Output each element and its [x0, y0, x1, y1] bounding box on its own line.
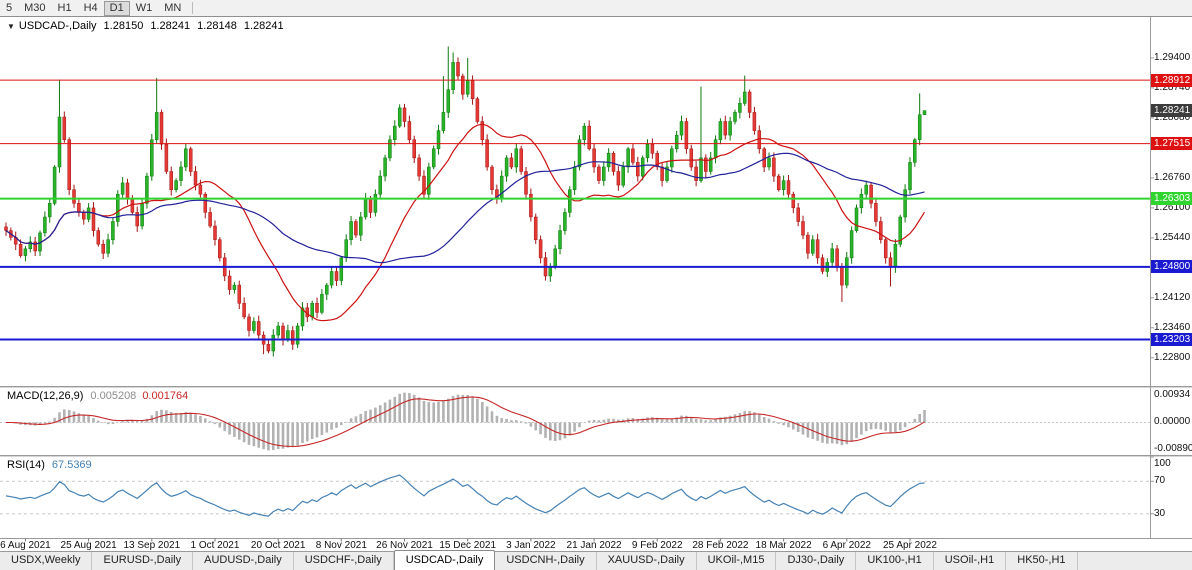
date-axis-label: 8 Nov 2021: [315, 540, 367, 551]
rsi-axis-label: 30: [1154, 507, 1166, 519]
tab-usdchf-daily[interactable]: USDCHF-,Daily: [294, 552, 394, 570]
price-axis-label: 1.23460: [1154, 321, 1191, 333]
ohlc-close: 1.28241: [243, 20, 284, 32]
chart-frame: [0, 17, 1192, 542]
macd-signal-value: 0.001764: [142, 390, 189, 402]
macd-signal-line: [6, 396, 925, 448]
macd-axis-label: 0.00000: [1154, 416, 1191, 428]
tab-usdcnh-daily[interactable]: USDCNH-,Daily: [495, 552, 597, 570]
tab-ukoil-m15[interactable]: UKOil-,M15: [697, 552, 777, 570]
rsi-value: 67.5369: [51, 459, 92, 471]
price-level-tag: 1.26303: [1151, 192, 1192, 206]
price-level-tag: 1.28912: [1151, 73, 1192, 87]
timeframe-button-h4[interactable]: H4: [83, 1, 98, 14]
date-axis-label: 18 Mar 2022: [755, 540, 812, 551]
date-axis-label: 28 Feb 2022: [692, 540, 749, 551]
rsi-line: [5, 474, 925, 517]
tab-hk50-h1[interactable]: HK50-,H1: [1006, 552, 1078, 570]
tab-eurusd-daily[interactable]: EURUSD-,Daily: [92, 552, 194, 570]
tab-audusd-daily[interactable]: AUDUSD-,Daily: [193, 552, 294, 570]
toolbar-separator: [192, 2, 194, 14]
macd-axis-label: 0.00934: [1154, 389, 1191, 400]
date-axis-label: 6 Apr 2022: [822, 540, 871, 551]
tab-usdcad-daily[interactable]: USDCAD-,Daily: [393, 550, 496, 570]
tab-uk100-h1[interactable]: UK100-,H1: [856, 552, 934, 570]
levels-layer[interactable]: [0, 79, 1150, 341]
current-price-tag: 1.28241: [1151, 104, 1192, 118]
ma-slow-line: [5, 152, 925, 264]
ohlc-high: 1.28241: [150, 20, 191, 32]
candles-layer: [4, 46, 927, 357]
date-axis-label: 3 Jan 2022: [506, 540, 556, 551]
price-level-tag: 1.23203: [1151, 333, 1192, 346]
price-axis-label: 1.24120: [1154, 291, 1191, 303]
timeframe-button-w1[interactable]: W1: [135, 1, 153, 14]
tab-usdx-weekly[interactable]: USDX,Weekly: [0, 552, 93, 570]
chart-symbol-label: USDCAD-,Daily: [18, 20, 97, 32]
date-axis-label: 6 Aug 2021: [0, 540, 51, 551]
price-axis-label: 1.29400: [1154, 51, 1191, 63]
tab-xauusd-daily[interactable]: XAUUSD-,Daily: [597, 552, 697, 570]
chart-dropdown-icon[interactable]: ▼: [7, 22, 15, 31]
chart-window-title: ▼ USDCAD-,Daily 1.28150 1.28241 1.28148 1.282…: [7, 20, 284, 32]
macd-name: MACD(12,26,9): [7, 390, 84, 402]
macd-main-value: 0.005208: [90, 390, 137, 402]
price-axis-label: 1.22800: [1154, 351, 1191, 363]
timeframe-button-mn[interactable]: MN: [164, 1, 182, 14]
rsi-indicator-label: RSI(14) 67.5369: [7, 459, 92, 471]
date-axis-label: 1 Oct 2021: [190, 540, 240, 551]
tab-usoil-h1[interactable]: USOil-,H1: [934, 552, 1007, 570]
macd-indicator-label: MACD(12,26,9) 0.005208 0.001764: [7, 390, 188, 402]
price-axis-label: 1.25440: [1154, 231, 1191, 243]
timeframe-button-h1[interactable]: H1: [57, 1, 72, 14]
price-axis-label: 1.28080: [1154, 111, 1191, 123]
date-axis-label: 13 Sep 2021: [123, 540, 181, 551]
rsi-axis-label: 70: [1154, 475, 1166, 487]
date-axis-label: 25 Aug 2021: [60, 540, 117, 551]
timeframe-button-5[interactable]: 5: [6, 1, 13, 14]
rsi-name: RSI(14): [7, 459, 45, 471]
date-axis-label: 26 Nov 2021: [376, 540, 433, 551]
ohlc-low: 1.28148: [197, 20, 237, 32]
date-axis-label: 15 Dec 2021: [439, 540, 497, 551]
date-axis-label: 25 Apr 2022: [882, 540, 937, 551]
price-level-tag: 1.27515: [1151, 137, 1192, 151]
price-axis-label: 1.28740: [1154, 81, 1191, 93]
chart-tab-bar: USDX,Weekly EURUSD-,Daily AUDUSD-,Daily USD…: [0, 550, 1192, 570]
timeframe-button-d1[interactable]: D1: [103, 0, 130, 16]
timeframe-toolbar: 5 M30 H1 H4 D1 W1 MN: [0, 0, 1192, 17]
price-axis-label: 1.26760: [1154, 171, 1191, 183]
ohlc-open: 1.28150: [103, 20, 144, 32]
date-axis-label: 21 Jan 2022: [566, 540, 622, 551]
rsi-axis-label: 100: [1154, 458, 1171, 469]
price-axis-label: 1.26100: [1154, 201, 1191, 213]
macd-axis-label: -0.00890: [1154, 443, 1192, 454]
date-axis-label: 20 Oct 2021: [250, 540, 306, 551]
date-axis-label: 9 Feb 2022: [631, 540, 683, 551]
timeframe-button-m30[interactable]: M30: [24, 1, 46, 14]
macd-histogram: [9, 392, 926, 451]
price-level-tag: 1.24800: [1151, 260, 1192, 274]
tab-dj30-daily[interactable]: DJ30-,Daily: [776, 552, 857, 570]
ma-fast-line: [5, 123, 926, 322]
